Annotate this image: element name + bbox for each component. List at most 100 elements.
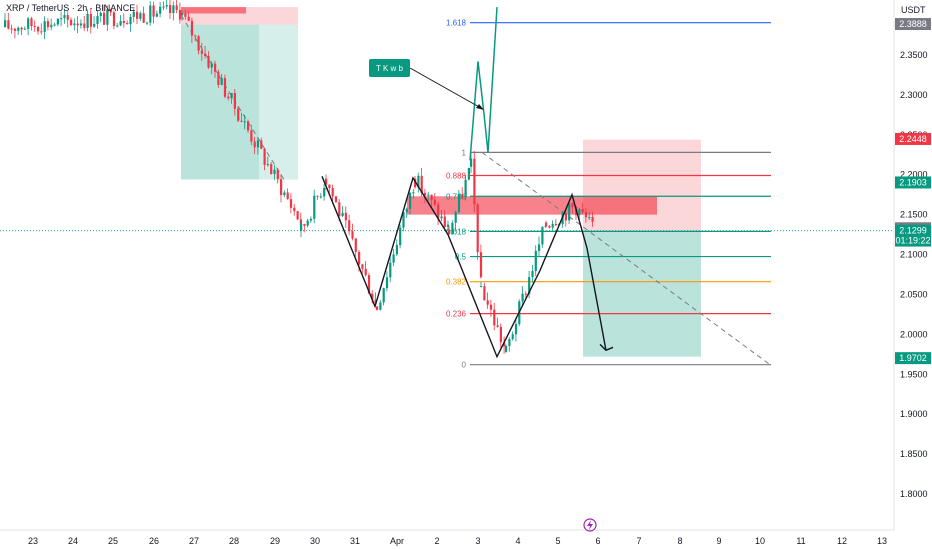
candle-down	[364, 268, 367, 276]
candle-down	[571, 203, 574, 208]
candle-down	[40, 31, 43, 33]
candle-down	[233, 93, 236, 109]
candle-down	[37, 26, 40, 32]
candle-up	[505, 345, 508, 352]
projection-path	[469, 7, 498, 161]
replay-icon[interactable]	[583, 518, 597, 532]
candle-down	[70, 19, 73, 26]
candle-up	[27, 18, 30, 29]
trend-line	[481, 151, 771, 366]
x-tick-label: 2	[434, 536, 439, 546]
candle-down	[591, 217, 594, 222]
candle-up	[266, 164, 269, 166]
candle-up	[467, 168, 470, 180]
candle-up	[417, 175, 420, 188]
candle-down	[122, 21, 125, 24]
candle-up	[588, 217, 591, 219]
x-tick-label: 31	[350, 536, 360, 546]
x-tick-label: 5	[555, 536, 560, 546]
candle-up	[300, 224, 303, 231]
candle-down	[564, 213, 567, 221]
y-tick-label: 1.8500	[900, 449, 928, 459]
candle-down	[136, 11, 139, 19]
candle-up	[50, 24, 53, 28]
candle-down	[13, 28, 17, 31]
candle-down	[414, 178, 417, 188]
candle-down	[207, 56, 210, 68]
annotation-tag[interactable]	[369, 59, 410, 77]
candle-down	[344, 212, 347, 221]
candle-up	[409, 193, 412, 209]
price-label-box	[895, 176, 931, 189]
candle-down	[276, 169, 279, 180]
candle-up	[243, 121, 246, 123]
y-tick-label: 2.1000	[900, 250, 928, 260]
candle-down	[331, 188, 334, 197]
candle-down	[10, 28, 13, 30]
candle-down	[443, 216, 446, 227]
currency-label[interactable]: USDT	[901, 5, 926, 15]
candle-up	[323, 188, 326, 197]
x-tick-label: 13	[877, 536, 887, 546]
candle-up	[60, 18, 63, 20]
candle-up	[129, 16, 132, 25]
candle-down	[214, 63, 217, 72]
candle-up	[79, 23, 83, 26]
y-tick-label: 2.0000	[900, 329, 928, 339]
candle-up	[172, 5, 175, 14]
candle-up	[395, 245, 398, 255]
candle-up	[162, 6, 165, 8]
candle-down	[316, 195, 319, 197]
candle-up	[165, 5, 168, 7]
candle-down	[351, 231, 354, 239]
candle-down	[437, 204, 440, 219]
candle-down	[237, 108, 240, 121]
candle-up	[511, 334, 514, 340]
price-label-text: 01:19:22	[895, 236, 930, 246]
candle-up	[43, 21, 46, 32]
candle-down	[338, 202, 341, 217]
x-tick-label: Apr	[390, 536, 404, 546]
y-tick-label: 1.9000	[900, 409, 928, 419]
candle-down	[548, 225, 551, 228]
candle-up	[73, 23, 76, 26]
annotation-label: T K w b	[376, 64, 404, 73]
fib-level-label: 0	[462, 361, 467, 370]
candle-up	[23, 28, 26, 30]
candle-down	[240, 120, 243, 122]
zone-supply	[407, 196, 657, 215]
price-label-box	[895, 18, 931, 31]
fib-level-label: 0.382	[446, 278, 467, 287]
x-tick-label: 30	[310, 536, 320, 546]
candle-down	[371, 293, 374, 300]
position-zones	[181, 7, 701, 357]
candle-down	[30, 18, 33, 27]
x-tick-label: 28	[229, 536, 239, 546]
candle-down	[223, 78, 227, 97]
candle-up	[447, 224, 450, 227]
candle-up	[392, 254, 395, 263]
price-axis[interactable]	[894, 0, 932, 530]
candle-down	[126, 23, 129, 25]
candle-down	[7, 20, 10, 29]
candle-down	[66, 15, 69, 20]
candle-up	[534, 250, 537, 272]
candle-down	[227, 96, 230, 99]
price-label-box	[895, 132, 931, 145]
lightning-icon	[587, 520, 593, 530]
candle-down	[499, 326, 502, 343]
candle-up	[309, 218, 313, 221]
price-labels: 2.38882.24482.19032.13292.129901:19:221.…	[895, 18, 931, 365]
price-label-box	[895, 352, 931, 365]
candle-up	[538, 244, 541, 251]
x-tick-label: 8	[677, 536, 682, 546]
candle-down	[361, 264, 364, 269]
candle-up	[541, 226, 544, 245]
candle-down	[197, 36, 200, 51]
trend-line	[180, 14, 286, 182]
price-label-text: 1.9702	[899, 353, 927, 363]
pattern-path	[321, 176, 607, 359]
price-label-box	[895, 234, 931, 247]
y-tick-label: 2.2000	[900, 170, 928, 180]
